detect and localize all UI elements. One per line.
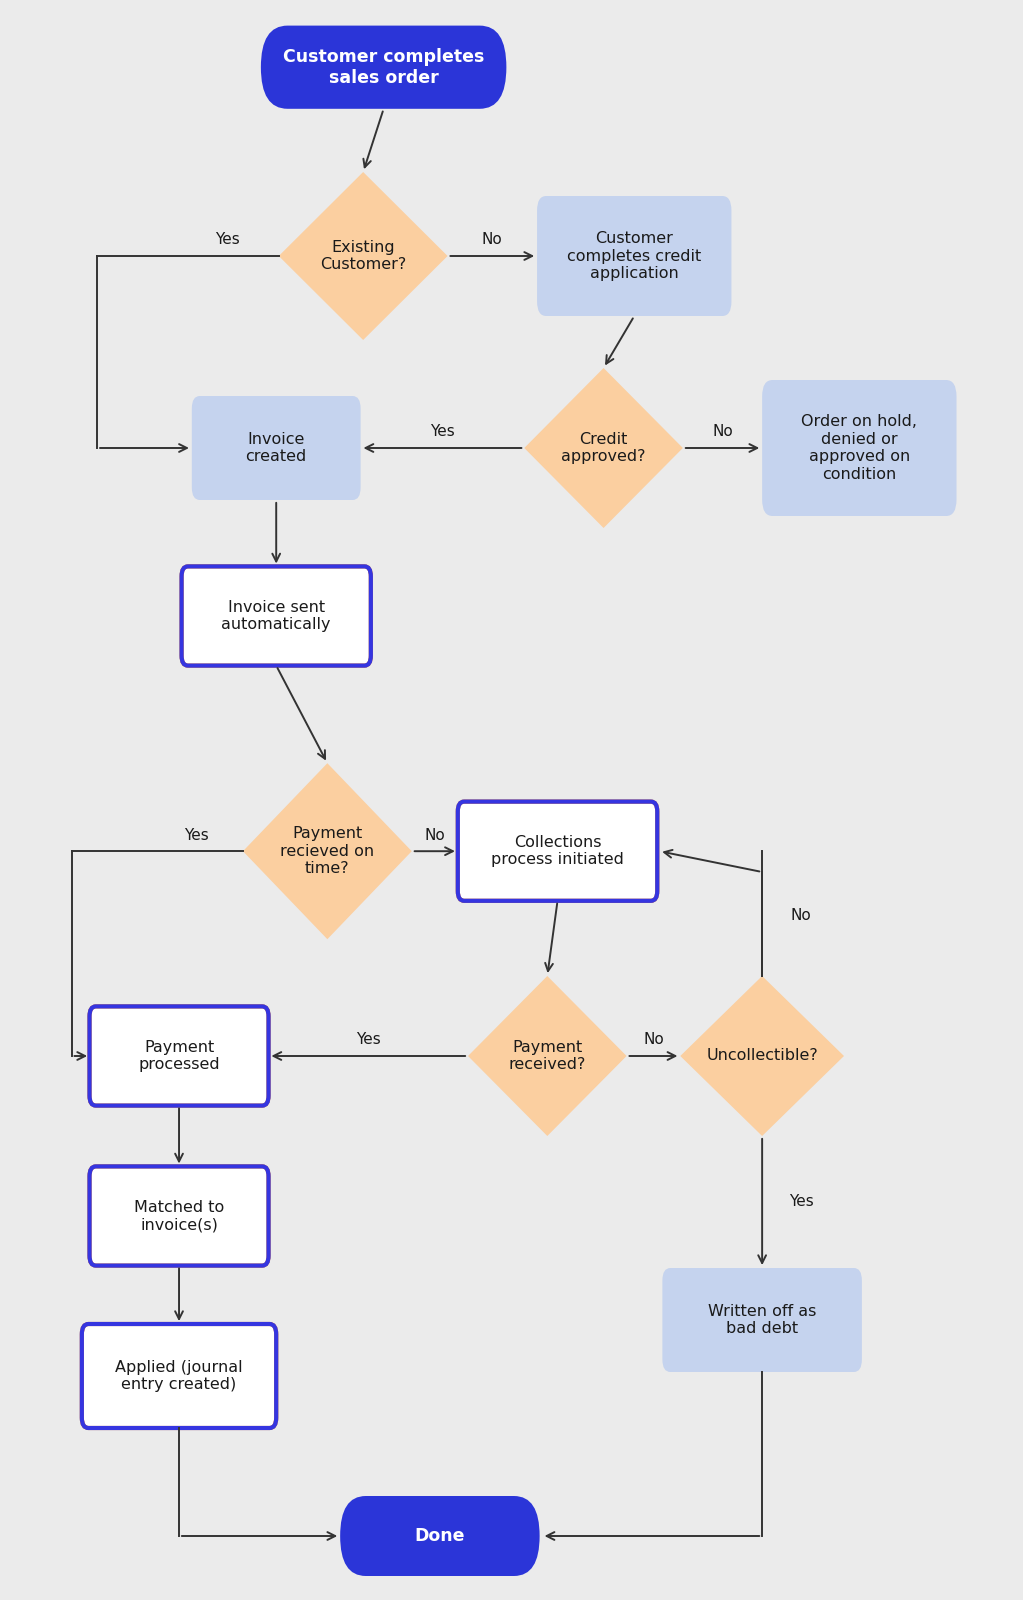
Text: No: No <box>712 424 732 440</box>
Text: Existing
Customer?: Existing Customer? <box>320 240 406 272</box>
Text: Customer
completes credit
application: Customer completes credit application <box>567 230 702 282</box>
Text: Yes: Yes <box>215 232 240 248</box>
FancyBboxPatch shape <box>192 395 361 499</box>
FancyBboxPatch shape <box>90 1166 268 1266</box>
FancyBboxPatch shape <box>458 802 658 901</box>
Text: Order on hold,
denied or
approved on
condition: Order on hold, denied or approved on con… <box>801 414 918 482</box>
FancyBboxPatch shape <box>90 1006 268 1106</box>
Text: Yes: Yes <box>356 1032 381 1048</box>
Text: Yes: Yes <box>789 1195 813 1210</box>
Text: No: No <box>482 232 502 248</box>
Polygon shape <box>278 171 448 341</box>
Polygon shape <box>524 368 683 528</box>
Text: Invoice sent
automatically: Invoice sent automatically <box>221 600 331 632</box>
Polygon shape <box>680 976 844 1136</box>
FancyBboxPatch shape <box>261 26 506 109</box>
Text: Matched to
invoice(s): Matched to invoice(s) <box>134 1200 224 1232</box>
Text: Applied (journal
entry created): Applied (journal entry created) <box>116 1360 242 1392</box>
FancyBboxPatch shape <box>537 195 731 317</box>
Text: Yes: Yes <box>184 827 210 843</box>
Text: Credit
approved?: Credit approved? <box>562 432 646 464</box>
FancyBboxPatch shape <box>663 1267 861 1373</box>
Text: Written off as
bad debt: Written off as bad debt <box>708 1304 816 1336</box>
Text: Collections
process initiated: Collections process initiated <box>491 835 624 867</box>
Polygon shape <box>243 763 411 939</box>
Text: Payment
received?: Payment received? <box>508 1040 586 1072</box>
Text: No: No <box>425 827 445 843</box>
Text: Yes: Yes <box>430 424 455 440</box>
Text: Invoice
created: Invoice created <box>246 432 307 464</box>
Polygon shape <box>469 976 626 1136</box>
Text: No: No <box>791 907 811 923</box>
FancyBboxPatch shape <box>340 1496 540 1576</box>
FancyBboxPatch shape <box>82 1325 276 1427</box>
Text: Payment
processed: Payment processed <box>138 1040 220 1072</box>
Text: Uncollectible?: Uncollectible? <box>706 1048 818 1064</box>
Text: Customer completes
sales order: Customer completes sales order <box>283 48 484 86</box>
Text: Done: Done <box>414 1526 465 1546</box>
Text: Payment
recieved on
time?: Payment recieved on time? <box>280 826 374 877</box>
FancyBboxPatch shape <box>182 566 371 666</box>
FancyBboxPatch shape <box>762 379 957 515</box>
Text: No: No <box>643 1032 664 1048</box>
